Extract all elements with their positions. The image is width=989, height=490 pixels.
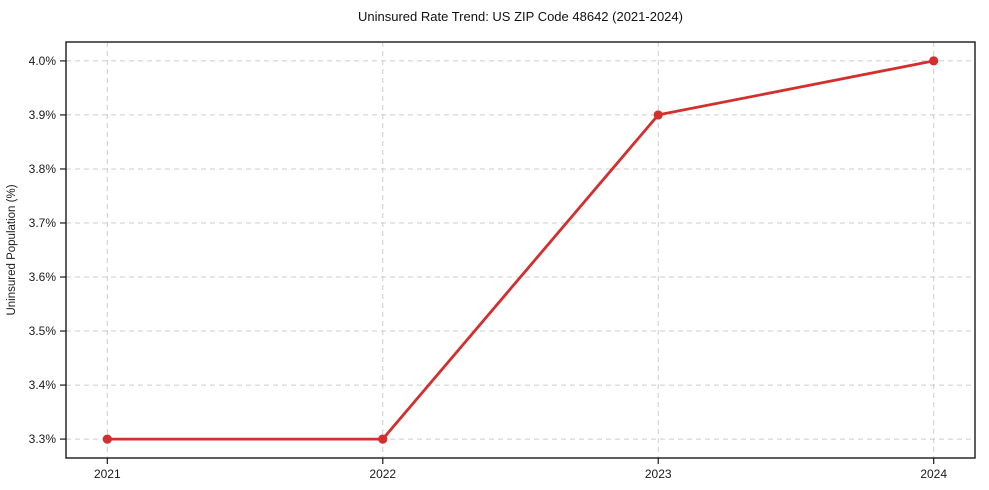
plot-border bbox=[65, 41, 976, 459]
y-tick-label: 3.9% bbox=[29, 108, 57, 122]
x-tick-label: 2022 bbox=[369, 467, 396, 481]
y-tick-label: 4.0% bbox=[29, 54, 57, 68]
data-point bbox=[378, 434, 388, 444]
x-tick-label: 2021 bbox=[94, 467, 121, 481]
y-tick-label: 3.5% bbox=[29, 324, 57, 338]
x-tick-label: 2024 bbox=[920, 467, 947, 481]
data-point bbox=[929, 56, 939, 66]
chart-title: Uninsured Rate Trend: US ZIP Code 48642 … bbox=[358, 9, 683, 24]
y-tick-label: 3.3% bbox=[29, 432, 57, 446]
data-point bbox=[102, 434, 112, 444]
y-tick-label: 3.4% bbox=[29, 378, 57, 392]
y-axis-label: Uninsured Population (%) bbox=[6, 184, 18, 315]
data-point bbox=[653, 110, 663, 120]
trend-line bbox=[105, 59, 936, 441]
y-tick-label: 3.6% bbox=[29, 270, 57, 284]
y-tick-label: 3.8% bbox=[29, 162, 57, 176]
x-tick-label: 2023 bbox=[645, 467, 672, 481]
y-tick-label: 3.7% bbox=[29, 216, 57, 230]
